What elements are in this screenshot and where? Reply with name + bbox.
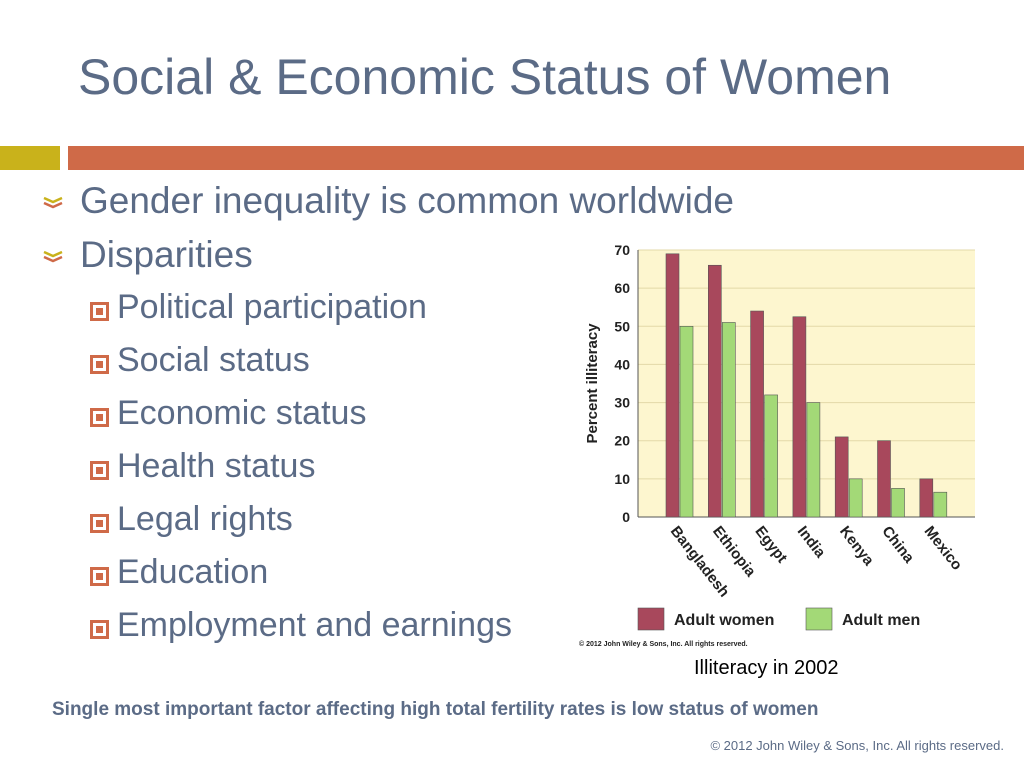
bar-adult-women [877, 440, 891, 518]
plot-background [638, 250, 975, 517]
key-statement: Single most important factor affecting h… [52, 699, 819, 720]
bar-adult-men [933, 491, 948, 518]
bullet-book-icon [43, 250, 63, 263]
chart-credit: © 2012 John Wiley & Sons, Inc. All right… [579, 640, 748, 648]
slide-title: Social & Economic Status of Women [78, 49, 892, 105]
square-bullet-icon [90, 567, 109, 586]
y-tick-label: 60 [614, 280, 630, 296]
y-tick-label: 0 [622, 509, 630, 525]
square-bullet-icon [90, 355, 109, 374]
accent-block [0, 146, 60, 170]
subbullet-text: Economic status [117, 394, 367, 432]
subbullet-text: Legal rights [117, 500, 293, 538]
square-bullet-icon [90, 461, 109, 480]
bar-adult-men [722, 322, 736, 518]
bar-adult-men [679, 325, 694, 518]
x-tick-label: India [794, 523, 829, 562]
x-tick-label: Mexico [921, 523, 966, 574]
bar-adult-men [891, 488, 905, 518]
subbullet-text: Health status [117, 447, 316, 485]
bar-adult-women [834, 436, 849, 518]
subbullet-text: Political participation [117, 288, 427, 326]
bullet-book-icon [43, 196, 63, 209]
bullet-text: Gender inequality is common worldwide [80, 180, 734, 221]
y-tick-label: 30 [614, 395, 630, 411]
x-tick-label: Egypt [751, 523, 790, 566]
subbullet-text: Employment and earnings [117, 606, 513, 644]
y-axis-label: Percent illiteracy [584, 323, 601, 444]
y-tick-label: 70 [614, 242, 630, 258]
square-bullet-icon [90, 302, 109, 321]
subbullet-text: Social status [117, 341, 310, 379]
bar-adult-women [919, 478, 934, 518]
chart-caption: Illiteracy in 2002 [694, 657, 839, 679]
subbullet-text: Education [117, 553, 269, 591]
legend-swatch [805, 607, 833, 631]
x-tick-label: China [878, 523, 917, 567]
y-tick-label: 10 [614, 471, 630, 487]
square-bullet-icon [90, 408, 109, 427]
copyright-footer: © 2012 John Wiley & Sons, Inc. All right… [710, 738, 1004, 753]
square-bullet-icon [90, 620, 109, 639]
bullet-text: Disparities [80, 234, 253, 275]
y-tick-label: 20 [614, 433, 630, 449]
bar-adult-men [806, 402, 821, 518]
accent-bar [68, 146, 1024, 170]
bar-adult-men [848, 478, 863, 518]
bar-adult-women [750, 310, 764, 518]
bar-adult-women [708, 264, 722, 518]
legend-swatch [637, 607, 665, 631]
y-tick-label: 40 [614, 356, 630, 372]
x-tick-label: Kenya [836, 523, 878, 569]
y-tick-label: 50 [614, 318, 630, 334]
bar-adult-women [665, 253, 680, 518]
bar-adult-men [764, 394, 778, 518]
legend-label: Adult men [842, 612, 920, 629]
square-bullet-icon [90, 514, 109, 533]
bar-adult-women [792, 316, 807, 518]
legend-label: Adult women [674, 612, 774, 629]
